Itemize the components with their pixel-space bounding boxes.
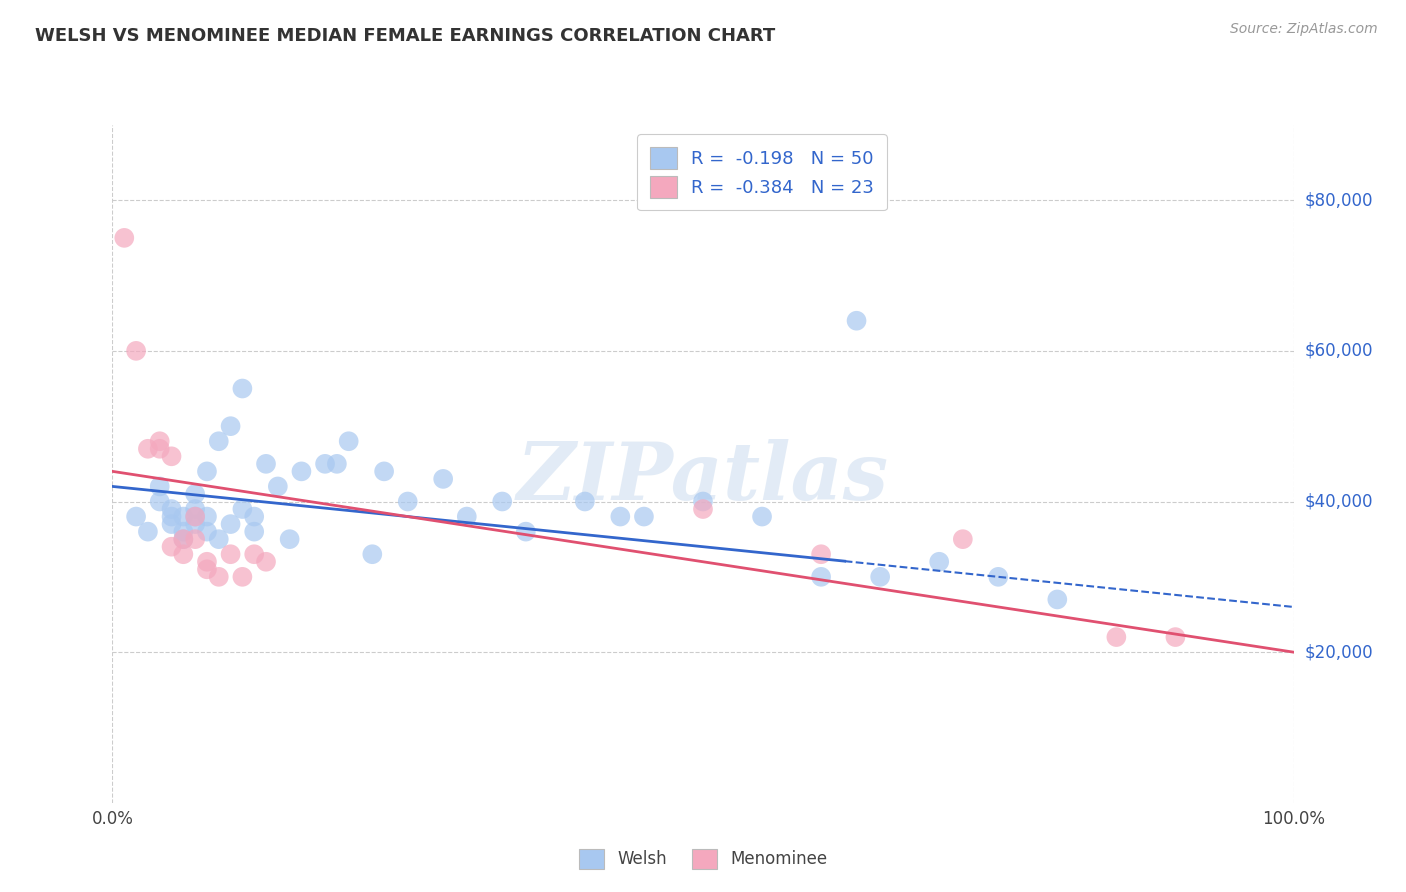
Point	[869, 570, 891, 584]
Point	[219, 419, 242, 434]
Point	[149, 434, 172, 449]
Point	[149, 442, 172, 456]
Point	[184, 502, 207, 516]
Point	[456, 509, 478, 524]
Point	[314, 457, 336, 471]
Point	[160, 450, 183, 464]
Point	[231, 382, 253, 396]
Point	[136, 442, 159, 456]
Point	[243, 509, 266, 524]
Point	[1105, 630, 1128, 644]
Point	[1164, 630, 1187, 644]
Point	[172, 524, 194, 539]
Point	[845, 314, 868, 328]
Text: $40,000: $40,000	[1305, 492, 1374, 510]
Text: $60,000: $60,000	[1305, 342, 1374, 359]
Point	[195, 524, 218, 539]
Point	[195, 555, 218, 569]
Point	[633, 509, 655, 524]
Point	[290, 464, 312, 478]
Text: Source: ZipAtlas.com: Source: ZipAtlas.com	[1230, 22, 1378, 37]
Point	[172, 532, 194, 546]
Point	[491, 494, 513, 508]
Point	[361, 547, 384, 561]
Point	[208, 434, 231, 449]
Point	[751, 509, 773, 524]
Point	[952, 532, 974, 546]
Point	[149, 494, 172, 508]
Point	[243, 547, 266, 561]
Point	[254, 555, 277, 569]
Point	[184, 532, 207, 546]
Point	[337, 434, 360, 449]
Point	[432, 472, 454, 486]
Point	[172, 547, 194, 561]
Point	[184, 509, 207, 524]
Point	[136, 524, 159, 539]
Point	[184, 487, 207, 501]
Legend: Welsh, Menominee: Welsh, Menominee	[572, 842, 834, 876]
Point	[125, 343, 148, 358]
Point	[609, 509, 631, 524]
Point	[810, 570, 832, 584]
Point	[278, 532, 301, 546]
Text: WELSH VS MENOMINEE MEDIAN FEMALE EARNINGS CORRELATION CHART: WELSH VS MENOMINEE MEDIAN FEMALE EARNING…	[35, 27, 775, 45]
Point	[326, 457, 349, 471]
Point	[160, 509, 183, 524]
Point	[195, 464, 218, 478]
Point	[160, 540, 183, 554]
Point	[515, 524, 537, 539]
Point	[928, 555, 950, 569]
Point	[208, 570, 231, 584]
Point	[195, 509, 218, 524]
Point	[267, 479, 290, 493]
Point	[184, 509, 207, 524]
Text: $20,000: $20,000	[1305, 643, 1374, 661]
Point	[219, 517, 242, 532]
Point	[219, 547, 242, 561]
Point	[396, 494, 419, 508]
Point	[184, 517, 207, 532]
Point	[1046, 592, 1069, 607]
Point	[172, 532, 194, 546]
Point	[231, 502, 253, 516]
Point	[208, 532, 231, 546]
Point	[125, 509, 148, 524]
Point	[692, 494, 714, 508]
Point	[810, 547, 832, 561]
Point	[231, 570, 253, 584]
Point	[987, 570, 1010, 584]
Point	[692, 502, 714, 516]
Point	[574, 494, 596, 508]
Text: $80,000: $80,000	[1305, 191, 1374, 210]
Point	[160, 517, 183, 532]
Point	[149, 479, 172, 493]
Text: ZIPatlas: ZIPatlas	[517, 439, 889, 516]
Point	[172, 509, 194, 524]
Point	[254, 457, 277, 471]
Point	[195, 562, 218, 576]
Point	[160, 502, 183, 516]
Point	[373, 464, 395, 478]
Point	[112, 231, 135, 245]
Point	[243, 524, 266, 539]
